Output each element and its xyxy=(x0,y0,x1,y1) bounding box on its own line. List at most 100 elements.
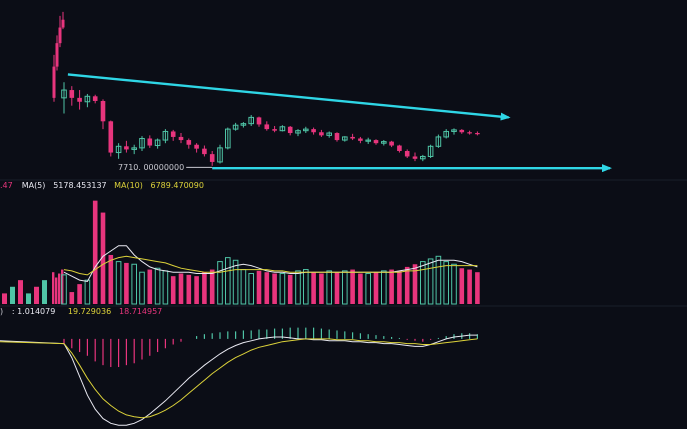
candle-body xyxy=(108,121,114,153)
candle-body xyxy=(69,90,75,98)
volume-bar xyxy=(186,274,192,304)
volume-panel[interactable] xyxy=(2,200,480,305)
candle-body xyxy=(295,130,301,134)
volume-bar xyxy=(256,270,262,304)
candle-body xyxy=(194,144,199,149)
legend-item: 6789.470090 xyxy=(151,181,204,190)
volume-bar xyxy=(217,261,223,305)
volume-bar xyxy=(55,277,58,304)
volume-bar xyxy=(154,267,161,305)
macd-dea-line xyxy=(63,338,478,419)
volume-bar xyxy=(303,269,309,305)
volume-bar xyxy=(272,273,277,304)
candle-body xyxy=(326,132,332,136)
volume-bar xyxy=(287,274,293,304)
candle-body xyxy=(427,145,434,157)
volume-bar xyxy=(467,269,472,304)
candle-body xyxy=(139,137,145,149)
volume-ma10-line xyxy=(63,255,478,276)
volume-bar xyxy=(389,269,394,304)
candle-body xyxy=(467,132,472,134)
candle-body xyxy=(264,124,270,130)
volume-bar xyxy=(443,261,449,305)
candle-body xyxy=(84,95,91,103)
candle-body xyxy=(451,129,457,132)
candle-body xyxy=(311,129,316,133)
volume-bar xyxy=(475,272,480,304)
legend-item: MA(10) xyxy=(114,181,143,190)
volume-bar xyxy=(435,255,442,305)
volume-bar xyxy=(162,270,169,305)
volume-bar xyxy=(10,286,15,304)
candle-body xyxy=(443,130,449,138)
candle-body xyxy=(435,136,442,147)
volume-bar xyxy=(202,272,207,304)
volume-bar xyxy=(26,293,31,304)
candle-body xyxy=(334,133,340,141)
macd-dif-line xyxy=(63,334,478,426)
volume-bar xyxy=(2,293,7,304)
volume-bar xyxy=(358,273,363,304)
volume-bar xyxy=(459,268,465,304)
volume-bar xyxy=(240,269,247,305)
candle-body xyxy=(217,147,223,163)
volume-ma5-line xyxy=(63,245,478,283)
volume-bar xyxy=(412,264,418,304)
candle-body xyxy=(350,136,355,139)
candle-body xyxy=(287,126,293,134)
candle-body xyxy=(248,116,254,125)
low-price-marker: 7710. 00000000 xyxy=(118,163,213,172)
volume-bar xyxy=(404,266,410,304)
volume-bar xyxy=(264,272,270,304)
macd-legend: ): 1.014079 19.729036 18.714957 xyxy=(0,307,162,316)
candle-body xyxy=(55,43,59,67)
legend-item: .47 xyxy=(0,181,13,190)
volume-bar xyxy=(381,270,387,305)
candle-body xyxy=(397,145,402,151)
candle-body xyxy=(61,19,65,28)
volume-bar xyxy=(342,270,348,305)
price-panel[interactable] xyxy=(52,11,480,166)
volume-bar xyxy=(427,258,434,305)
candle-body xyxy=(412,156,418,159)
candle-body xyxy=(381,141,387,144)
volume-bar xyxy=(69,292,75,304)
volume-bar xyxy=(451,263,457,305)
volume-bar xyxy=(295,270,301,305)
volume-bar xyxy=(248,273,254,305)
volume-bar xyxy=(147,269,153,304)
legend-item: 5178.453137 xyxy=(53,181,106,190)
low-marker-label: 7710. 00000000 xyxy=(118,163,184,172)
volume-bar xyxy=(350,269,355,304)
candle-body xyxy=(373,140,379,144)
volume-bar xyxy=(326,270,332,305)
macd-panel[interactable] xyxy=(0,327,478,426)
macd-dea-line-left xyxy=(0,341,65,345)
candle-body xyxy=(186,140,192,145)
volume-bar xyxy=(52,272,55,304)
candle-body xyxy=(475,133,480,135)
volume-bar xyxy=(18,280,23,304)
candle-body xyxy=(319,132,324,136)
volume-bar xyxy=(373,272,379,304)
volume-bar xyxy=(209,269,215,304)
candle-body xyxy=(459,129,465,133)
volume-bar xyxy=(365,273,371,305)
volume-bar xyxy=(311,272,316,304)
volume-bar xyxy=(139,271,145,305)
candle-body xyxy=(232,124,239,130)
candle-body xyxy=(92,96,98,101)
legend-item: : 1.014079 xyxy=(12,307,55,316)
volume-bar xyxy=(34,286,39,304)
candle-body xyxy=(358,138,363,141)
candle-body xyxy=(147,138,153,146)
candle-body xyxy=(272,129,277,131)
candle-body xyxy=(162,130,169,141)
volume-bar xyxy=(170,276,176,304)
volume-bar xyxy=(124,262,129,304)
candle-body xyxy=(225,128,231,149)
candle-body xyxy=(209,154,215,162)
candle-body xyxy=(58,27,62,44)
candle-body xyxy=(342,136,348,141)
